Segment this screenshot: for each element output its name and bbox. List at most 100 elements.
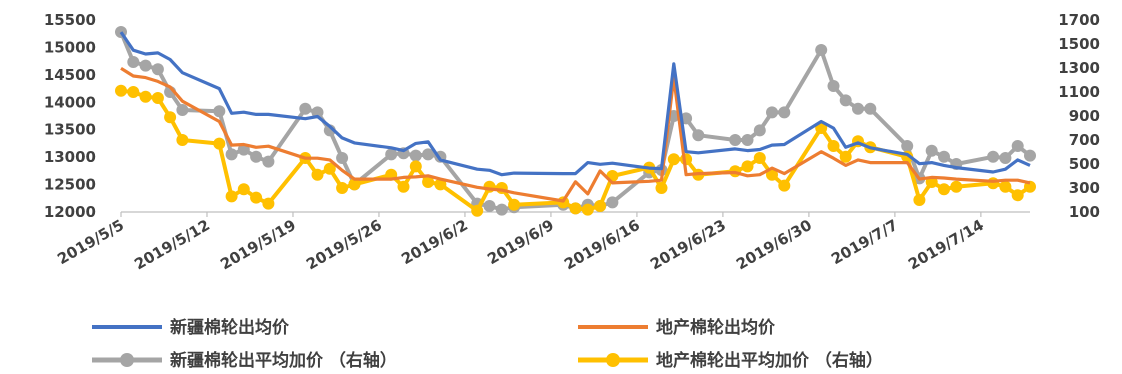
data-point bbox=[901, 140, 914, 152]
data-point bbox=[176, 104, 189, 116]
series-3 bbox=[115, 26, 1036, 216]
data-point bbox=[213, 137, 226, 150]
data-point bbox=[225, 148, 238, 161]
x-axis: 2019/5/5 2019/5/12 2019/5/19 2019/5/26 2019/… bbox=[54, 212, 987, 273]
right-y-tick-label: 900 bbox=[1069, 107, 1100, 125]
data-point bbox=[741, 134, 754, 146]
data-point bbox=[409, 149, 422, 162]
data-point bbox=[766, 168, 778, 181]
right-y-tick-label: 1500 bbox=[1058, 35, 1100, 53]
series-line bbox=[119, 31, 1031, 177]
data-point bbox=[1011, 140, 1024, 152]
data-point bbox=[594, 200, 607, 212]
data-point bbox=[999, 180, 1012, 193]
right-y-tick-label: 300 bbox=[1069, 179, 1100, 197]
data-point bbox=[237, 183, 250, 196]
data-point bbox=[139, 90, 152, 103]
right-y-tick-label: 1300 bbox=[1058, 59, 1100, 77]
legend-item: 地产棉轮出均价 bbox=[578, 317, 776, 338]
legend-label: 新疆棉轮出平均加价 （右轴） bbox=[170, 350, 397, 371]
right-y-tick-label: 100 bbox=[1069, 203, 1100, 221]
series-1 bbox=[119, 31, 1031, 177]
series-2 bbox=[120, 66, 1031, 203]
data-point bbox=[311, 168, 324, 181]
data-point bbox=[569, 202, 582, 215]
data-point bbox=[815, 44, 828, 56]
data-point bbox=[483, 180, 496, 193]
x-tick-label: 2019/5/26 bbox=[303, 216, 385, 274]
data-point bbox=[262, 197, 275, 210]
data-point bbox=[336, 182, 349, 194]
left-y-tick-label: 14500 bbox=[44, 66, 96, 84]
legend-item: 地产棉轮出平均加价 （右轴） bbox=[578, 350, 883, 371]
data-point bbox=[938, 150, 950, 163]
data-point bbox=[950, 180, 963, 193]
data-point bbox=[581, 203, 594, 216]
data-point bbox=[151, 92, 164, 104]
data-point bbox=[336, 152, 349, 164]
data-point bbox=[839, 94, 852, 107]
left-y-tick-label: 13500 bbox=[44, 121, 96, 139]
data-point bbox=[839, 150, 852, 163]
data-point bbox=[987, 150, 1000, 163]
data-point bbox=[1024, 149, 1036, 162]
data-point bbox=[667, 153, 680, 166]
legend-label: 地产棉轮出均价 bbox=[656, 317, 776, 338]
data-point bbox=[250, 191, 263, 204]
legend-label: 新疆棉轮出均价 bbox=[170, 317, 290, 338]
right-y-axis: 100 300 500 700 900 1100 1300 1500 1700 bbox=[1058, 11, 1100, 221]
data-point bbox=[115, 84, 127, 97]
legend-item: 新疆棉轮出均价 bbox=[92, 317, 290, 338]
data-point bbox=[778, 179, 791, 192]
series-line bbox=[120, 66, 1031, 203]
data-point bbox=[323, 162, 336, 175]
data-point bbox=[864, 102, 877, 115]
legend-swatch-marker bbox=[120, 353, 134, 367]
data-point bbox=[225, 190, 238, 203]
left-y-tick-label: 12000 bbox=[44, 203, 96, 221]
data-point bbox=[606, 196, 619, 209]
data-point bbox=[495, 203, 508, 216]
data-point bbox=[164, 111, 177, 124]
data-point bbox=[508, 198, 521, 211]
data-point bbox=[262, 155, 275, 168]
series-layer bbox=[115, 26, 1036, 217]
left-y-tick-label: 15000 bbox=[44, 38, 96, 56]
data-point bbox=[987, 177, 1000, 190]
data-point bbox=[741, 160, 754, 173]
data-point bbox=[999, 152, 1012, 164]
left-y-axis: 12000 12500 13000 13500 14000 14500 15000 15500 bbox=[44, 11, 96, 221]
data-point bbox=[692, 129, 705, 142]
data-point bbox=[483, 200, 496, 212]
right-y-tick-label: 500 bbox=[1069, 155, 1100, 173]
data-point bbox=[299, 102, 312, 115]
x-tick-label: 2019/6/2 bbox=[398, 216, 471, 268]
left-y-tick-label: 15500 bbox=[44, 11, 96, 29]
x-tick-label: 2019/6/30 bbox=[733, 216, 815, 274]
data-point bbox=[127, 86, 140, 98]
data-point bbox=[925, 144, 938, 157]
data-point bbox=[348, 178, 361, 191]
data-point bbox=[938, 183, 950, 196]
x-tick-label: 2019/6/16 bbox=[561, 216, 643, 274]
left-y-tick-label: 12500 bbox=[44, 176, 96, 194]
left-y-tick-label: 14000 bbox=[44, 93, 96, 111]
series-4 bbox=[115, 84, 1036, 217]
data-point bbox=[827, 80, 840, 92]
data-point bbox=[176, 134, 189, 146]
legend-label: 地产棉轮出平均加价 （右轴） bbox=[656, 350, 883, 371]
data-point bbox=[311, 106, 324, 119]
right-y-tick-label: 1100 bbox=[1058, 83, 1100, 101]
data-point bbox=[1011, 189, 1024, 202]
data-point bbox=[139, 59, 152, 72]
right-y-tick-label: 700 bbox=[1069, 131, 1100, 149]
data-point bbox=[729, 134, 742, 146]
x-tick-label: 2019/5/19 bbox=[217, 216, 299, 274]
data-point bbox=[422, 148, 435, 161]
data-point bbox=[753, 124, 766, 137]
x-tick-label: 2019/7/7 bbox=[828, 216, 901, 268]
data-point bbox=[471, 204, 484, 217]
data-point bbox=[213, 105, 226, 118]
